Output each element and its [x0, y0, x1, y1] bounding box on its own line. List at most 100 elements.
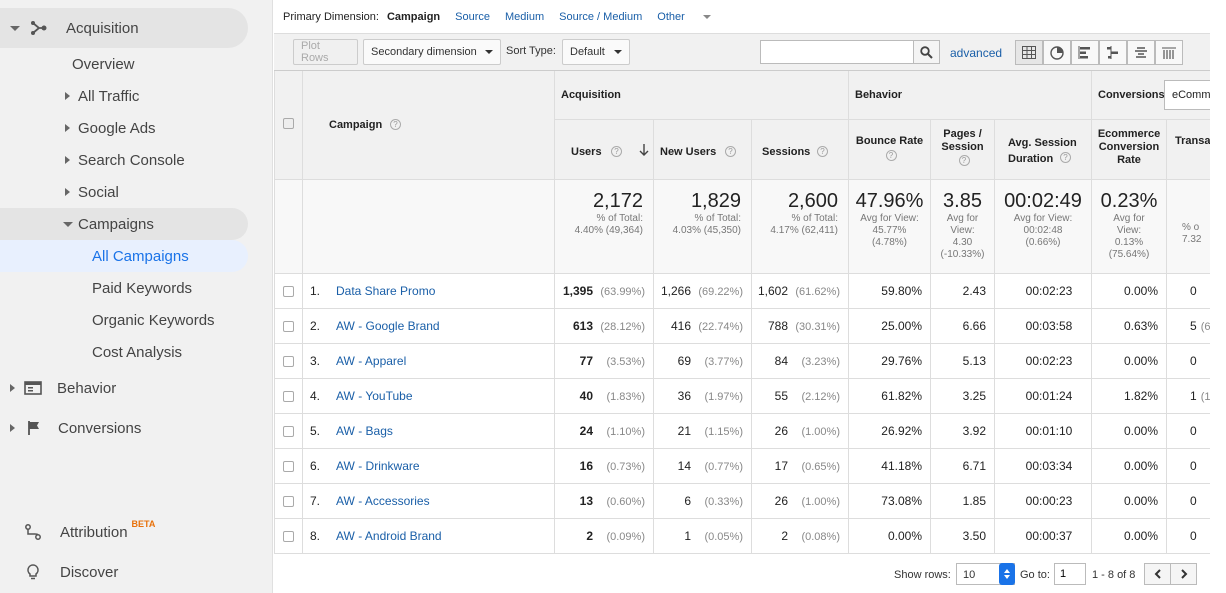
campaign-link[interactable]: AW - Drinkware — [336, 459, 420, 473]
total-pages-session-avg: 4.30 — [952, 237, 973, 248]
campaign-link[interactable]: AW - Bags — [336, 424, 393, 438]
sort-type-dropdown[interactable]: Default — [562, 39, 630, 65]
new-users-header[interactable]: New Users ? — [654, 120, 752, 180]
nav-behavior[interactable]: Behavior — [10, 378, 116, 398]
dimension-source-medium[interactable]: Source / Medium — [559, 11, 643, 23]
primary-dimension-bar: Primary Dimension: Campaign Source Mediu… — [283, 11, 741, 23]
campaign-link[interactable]: AW - YouTube — [336, 389, 413, 403]
row-checkbox[interactable] — [283, 496, 294, 507]
sessions-cell: 17 (0.65%) — [752, 449, 849, 484]
nav-cost-analysis[interactable]: Cost Analysis — [92, 342, 182, 362]
show-rows-select[interactable]: 10 — [956, 563, 1015, 585]
previous-page-button[interactable] — [1144, 563, 1171, 585]
campaign-link[interactable]: AW - Google Brand — [336, 319, 440, 333]
dimension-medium[interactable]: Medium — [505, 11, 545, 23]
help-icon[interactable]: ? — [725, 146, 736, 157]
bounce-rate-header[interactable]: Bounce Rate ? — [849, 120, 931, 180]
view-pie-button[interactable] — [1043, 40, 1071, 65]
nav-attribution[interactable]: Attribution BETA — [24, 519, 155, 542]
help-icon[interactable]: ? — [885, 150, 897, 161]
nav-conversions[interactable]: Conversions — [10, 418, 141, 438]
row-checkbox[interactable] — [283, 531, 294, 542]
pages-session-cell: 2.43 — [931, 274, 995, 309]
transactions-percent: (1 — [1200, 391, 1210, 403]
plot-rows-button[interactable]: Plot Rows — [293, 39, 358, 65]
row-checkbox[interactable] — [283, 356, 294, 367]
secondary-dimension-dropdown[interactable]: Secondary dimension — [363, 39, 501, 65]
show-rows-label: Show rows: — [894, 569, 951, 581]
row-checkbox[interactable] — [283, 461, 294, 472]
updown-icon — [999, 563, 1015, 585]
nav-all-campaigns[interactable]: All Campaigns — [92, 246, 189, 266]
pages-session-header[interactable]: Pages / Session ? — [931, 120, 995, 180]
avg-session-duration-value: 00:03:34 — [1025, 459, 1073, 473]
dimension-other-dropdown[interactable]: Other — [657, 11, 726, 23]
search-button[interactable] — [913, 40, 940, 64]
sessions-cell: 788 (30.31%) — [752, 309, 849, 344]
help-icon[interactable]: ? — [1060, 152, 1071, 163]
pages-session-cell: 3.50 — [931, 519, 995, 554]
campaign-link[interactable]: AW - Apparel — [336, 354, 407, 368]
pages-session-cell: 6.66 — [931, 309, 995, 344]
nav-paid-keywords[interactable]: Paid Keywords — [92, 278, 192, 298]
row-checkbox[interactable] — [283, 286, 294, 297]
table-search-input[interactable] — [760, 40, 914, 64]
dimension-source[interactable]: Source — [455, 11, 491, 23]
help-icon[interactable]: ? — [390, 119, 401, 130]
total-bounce-rate-label: Avg for View: — [860, 213, 919, 224]
all-campaigns-highlight — [0, 240, 248, 272]
nav-campaigns[interactable]: Campaigns — [63, 214, 154, 234]
sort-type-value: Default — [570, 46, 605, 58]
nav-paid-keywords-label: Paid Keywords — [92, 279, 193, 297]
total-users-detail: 4.40% (49,364) — [574, 225, 643, 236]
nav-organic-keywords[interactable]: Organic Keywords — [92, 310, 215, 330]
users-percent: (28.12%) — [600, 321, 645, 333]
campaign-header-label: Campaign — [329, 119, 383, 131]
campaign-header[interactable]: Campaign ? — [303, 71, 555, 180]
next-page-button[interactable] — [1170, 563, 1197, 585]
nav-campaigns-label: Campaigns — [78, 215, 154, 233]
view-performance-button[interactable] — [1071, 40, 1099, 65]
ecommerce-conversion-rate-cell: 1.82% — [1092, 379, 1167, 414]
total-bounce-rate-diff: (4.78%) — [871, 237, 907, 248]
conversion-type-dropdown[interactable]: eComm — [1164, 80, 1210, 110]
row-checkbox[interactable] — [283, 426, 294, 437]
total-bounce-rate-value: 47.96% — [855, 190, 924, 212]
campaign-link[interactable]: Data Share Promo — [336, 284, 436, 298]
sort-descending-icon[interactable] — [639, 143, 649, 157]
chevron-down-icon — [702, 15, 711, 20]
campaign-link[interactable]: AW - Android Brand — [336, 529, 442, 543]
total-sessions: 2,600 % of Total: 4.17% (62,411) — [752, 180, 849, 274]
users-header[interactable]: Users ? — [555, 120, 654, 180]
help-icon[interactable]: ? — [817, 146, 828, 157]
transactions-header[interactable]: Transa — [1167, 120, 1210, 180]
ecommerce-conversion-rate-value: 0.00% — [1123, 354, 1158, 368]
view-table-button[interactable] — [1015, 40, 1043, 65]
nav-attribution-label: Attribution — [60, 523, 128, 541]
row-checkbox[interactable] — [283, 391, 294, 402]
nav-discover[interactable]: Discover — [24, 562, 118, 582]
nav-google-ads[interactable]: Google Ads — [65, 118, 156, 138]
nav-acquisition[interactable]: Acquisition — [10, 18, 139, 38]
nav-search-console[interactable]: Search Console — [65, 150, 185, 170]
nav-all-traffic[interactable]: All Traffic — [65, 86, 139, 106]
campaign-link[interactable]: AW - Accessories — [336, 494, 430, 508]
users-value: 613 — [572, 319, 593, 333]
bounce-rate-cell: 26.92% — [849, 414, 931, 449]
nav-all-traffic-label: All Traffic — [78, 87, 140, 105]
help-icon[interactable]: ? — [958, 155, 970, 167]
ecommerce-conversion-rate-header[interactable]: Ecommerce Conversion Rate — [1092, 120, 1167, 180]
view-term-cloud-button[interactable] — [1127, 40, 1155, 65]
advanced-filter-link[interactable]: advanced — [950, 46, 1003, 60]
select-all-checkbox[interactable] — [283, 118, 294, 129]
help-icon[interactable]: ? — [611, 146, 622, 157]
row-checkbox[interactable] — [283, 321, 294, 332]
nav-social[interactable]: Social — [65, 182, 119, 202]
row-select-cell — [274, 379, 303, 414]
nav-overview[interactable]: Overview — [72, 54, 135, 74]
goto-page-input[interactable] — [1054, 563, 1086, 585]
sessions-header[interactable]: Sessions ? — [752, 120, 849, 180]
view-pivot-button[interactable] — [1155, 40, 1183, 65]
avg-session-duration-header[interactable]: Avg. Session Duration ? — [995, 120, 1092, 180]
view-comparison-button[interactable] — [1099, 40, 1127, 65]
